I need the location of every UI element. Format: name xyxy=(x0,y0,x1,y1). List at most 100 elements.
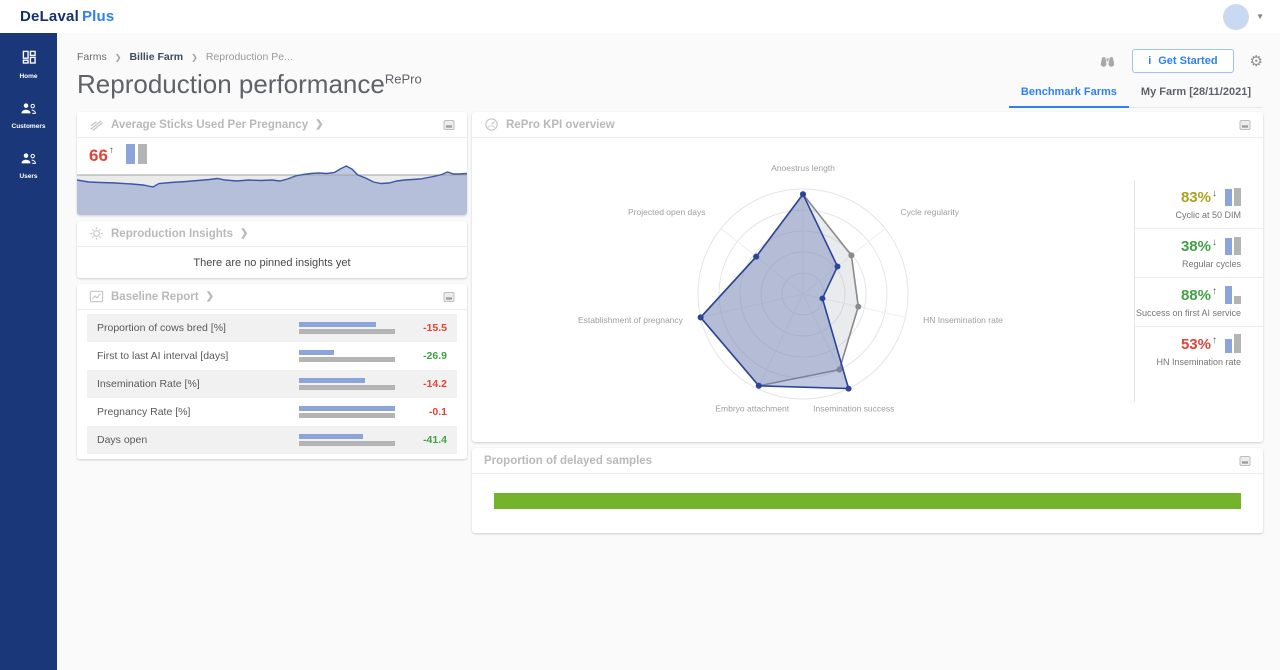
chevron-right-icon: ❯ xyxy=(191,52,198,62)
baseline-row-value: -15.5 xyxy=(423,322,447,334)
kpi-mini-bars xyxy=(1225,285,1241,304)
card-view-icon[interactable] xyxy=(1239,455,1251,467)
kpi-value: 83% xyxy=(1180,188,1211,206)
benchmark-mini-bar xyxy=(1234,296,1241,304)
baseline-row-label: Days open xyxy=(97,434,148,446)
card-view-icon[interactable] xyxy=(443,119,455,131)
kpi-mini-bars xyxy=(1225,236,1241,255)
delayed-samples-bar xyxy=(494,493,1241,509)
kpi-item: 88% ↑ Success on first AI service xyxy=(1135,277,1263,326)
insights-empty-message: There are no pinned insights yet xyxy=(193,256,351,269)
benchmark-mini-bar xyxy=(1234,188,1241,206)
page-title: Reproduction performanceRePro xyxy=(77,69,422,99)
baseline-row-label: Insemination Rate [%] xyxy=(97,378,200,390)
benchmark-mini-bar xyxy=(1234,334,1241,353)
tab-benchmark-farms[interactable]: Benchmark Farms xyxy=(1008,82,1129,108)
benchmark-bar xyxy=(299,329,395,334)
farm-bar xyxy=(299,406,395,411)
widget-title[interactable]: Baseline Report xyxy=(111,290,199,303)
sticks-kpi: 66 ↑ xyxy=(77,138,467,164)
benchmark-mini-bar xyxy=(1234,237,1241,255)
farm-bar xyxy=(299,434,364,439)
baseline-row-bars xyxy=(299,434,395,446)
kpi-label: Cyclic at 50 DIM xyxy=(1175,210,1241,220)
baseline-row-label: Proportion of cows bred [%] xyxy=(97,322,226,334)
gauge-icon xyxy=(484,117,499,132)
kpi-mini-bars xyxy=(1225,334,1241,353)
main-content: Farms ❯ Billie Farm ❯ Reproduction Pe...… xyxy=(57,33,1280,539)
trend-up-icon: ↑ xyxy=(1212,335,1217,346)
info-icon: i xyxy=(1148,55,1152,67)
breadcrumb: Farms ❯ Billie Farm ❯ Reproduction Pe... xyxy=(77,51,1263,63)
svg-text:Cycle regularity: Cycle regularity xyxy=(900,207,959,217)
baseline-row: Proportion of cows bred [%] -15.5 xyxy=(87,314,457,342)
chevron-right-icon[interactable]: ❯ xyxy=(315,119,324,130)
farm-bar xyxy=(299,322,376,327)
sidebar-item-label: Customers xyxy=(11,123,46,130)
widget-title[interactable]: Average Sticks Used Per Pregnancy xyxy=(111,118,309,131)
sidebar: Home Customers Users xyxy=(0,33,57,670)
baseline-row-bars xyxy=(299,350,395,362)
tab-my-farm[interactable]: My Farm [28/11/2021] xyxy=(1140,86,1251,98)
kpi-item: 53% ↑ HN Insemination rate xyxy=(1135,326,1263,375)
app-logo: DeLaval Plus xyxy=(20,8,114,25)
breadcrumb-farms[interactable]: Farms xyxy=(77,51,107,63)
widget-title[interactable]: RePro KPI overview xyxy=(506,118,615,131)
breadcrumb-billie-farm[interactable]: Billie Farm xyxy=(129,51,184,63)
kpi-value: 53% xyxy=(1180,335,1211,353)
farm-mini-bar xyxy=(125,144,135,164)
sticks-area-chart xyxy=(77,165,467,215)
kpi-item: 38% ↓ Regular cycles xyxy=(1135,228,1263,277)
baseline-row: First to last AI interval [days] -26.9 xyxy=(87,342,457,370)
logo-secondary: Plus xyxy=(81,8,115,25)
baseline-chart-icon xyxy=(89,289,104,304)
kpi-item: 83% ↓ Cyclic at 50 DIM xyxy=(1135,180,1263,228)
kpi-label: HN Insemination rate xyxy=(1156,357,1241,367)
chevron-right-icon[interactable]: ❯ xyxy=(205,291,214,302)
logo-primary: DeLaval xyxy=(20,8,79,25)
gear-icon[interactable]: ⚙ xyxy=(1249,53,1263,70)
widget-title[interactable]: Reproduction Insights xyxy=(111,227,234,240)
kpi-label: Regular cycles xyxy=(1181,259,1241,269)
benchmark-bar xyxy=(299,385,395,390)
home-dashboard-icon xyxy=(21,49,37,70)
insights-lightbulb-icon xyxy=(89,226,104,241)
kpi-value: 88% xyxy=(1180,286,1211,304)
sticks-icon xyxy=(89,117,104,132)
baseline-row-value: -41.4 xyxy=(423,434,447,446)
sidebar-item-home[interactable]: Home xyxy=(0,41,57,88)
widget-baseline-report: Baseline Report ❯ Proportion of cows bre… xyxy=(77,284,467,459)
svg-text:Anoestrus length: Anoestrus length xyxy=(771,163,835,173)
baseline-row-value: -26.9 xyxy=(423,350,447,362)
get-started-button[interactable]: i Get Started xyxy=(1132,49,1234,73)
chevron-down-icon[interactable]: ▼ xyxy=(1256,12,1264,21)
customers-icon xyxy=(20,102,38,120)
trend-up-icon: ↑ xyxy=(108,145,114,156)
farm-mini-bar xyxy=(1225,286,1232,304)
sidebar-item-customers[interactable]: Customers xyxy=(0,94,57,138)
card-view-icon[interactable] xyxy=(443,291,455,303)
farm-mini-bar xyxy=(1225,238,1232,255)
baseline-rows: Proportion of cows bred [%] -15.5 First to… xyxy=(77,310,467,459)
baseline-row: Pregnancy Rate [%] -0.1 xyxy=(87,398,457,426)
trend-up-icon: ↑ xyxy=(1212,286,1217,297)
chevron-right-icon[interactable]: ❯ xyxy=(240,228,249,239)
avatar[interactable] xyxy=(1223,3,1250,30)
widget-reproduction-insights: Reproduction Insights ❯ There are no pin… xyxy=(77,221,467,278)
farm-bar xyxy=(299,350,334,355)
repro-kpi-radar-chart: Anoestrus length Cycle regularity HN Insem… xyxy=(578,163,1003,413)
sidebar-item-users[interactable]: Users xyxy=(0,144,57,188)
benchmark-bar xyxy=(299,413,395,418)
baseline-row-value: -0.1 xyxy=(428,406,447,418)
svg-text:Embryo attachment: Embryo attachment xyxy=(715,403,789,413)
baseline-row: Days open -41.4 xyxy=(87,426,457,454)
breadcrumb-current: Reproduction Pe... xyxy=(205,51,293,63)
kpi-value: 38% xyxy=(1180,237,1211,255)
baseline-row: Insemination Rate [%] -14.2 xyxy=(87,370,457,398)
baseline-row-value: -14.2 xyxy=(423,378,447,390)
sidebar-item-label: Home xyxy=(19,73,38,80)
topbar: DeLaval Plus ▼ xyxy=(0,0,1280,33)
binoculars-icon[interactable] xyxy=(1099,54,1116,68)
svg-text:Projected open days: Projected open days xyxy=(628,207,706,217)
card-view-icon[interactable] xyxy=(1239,119,1251,131)
